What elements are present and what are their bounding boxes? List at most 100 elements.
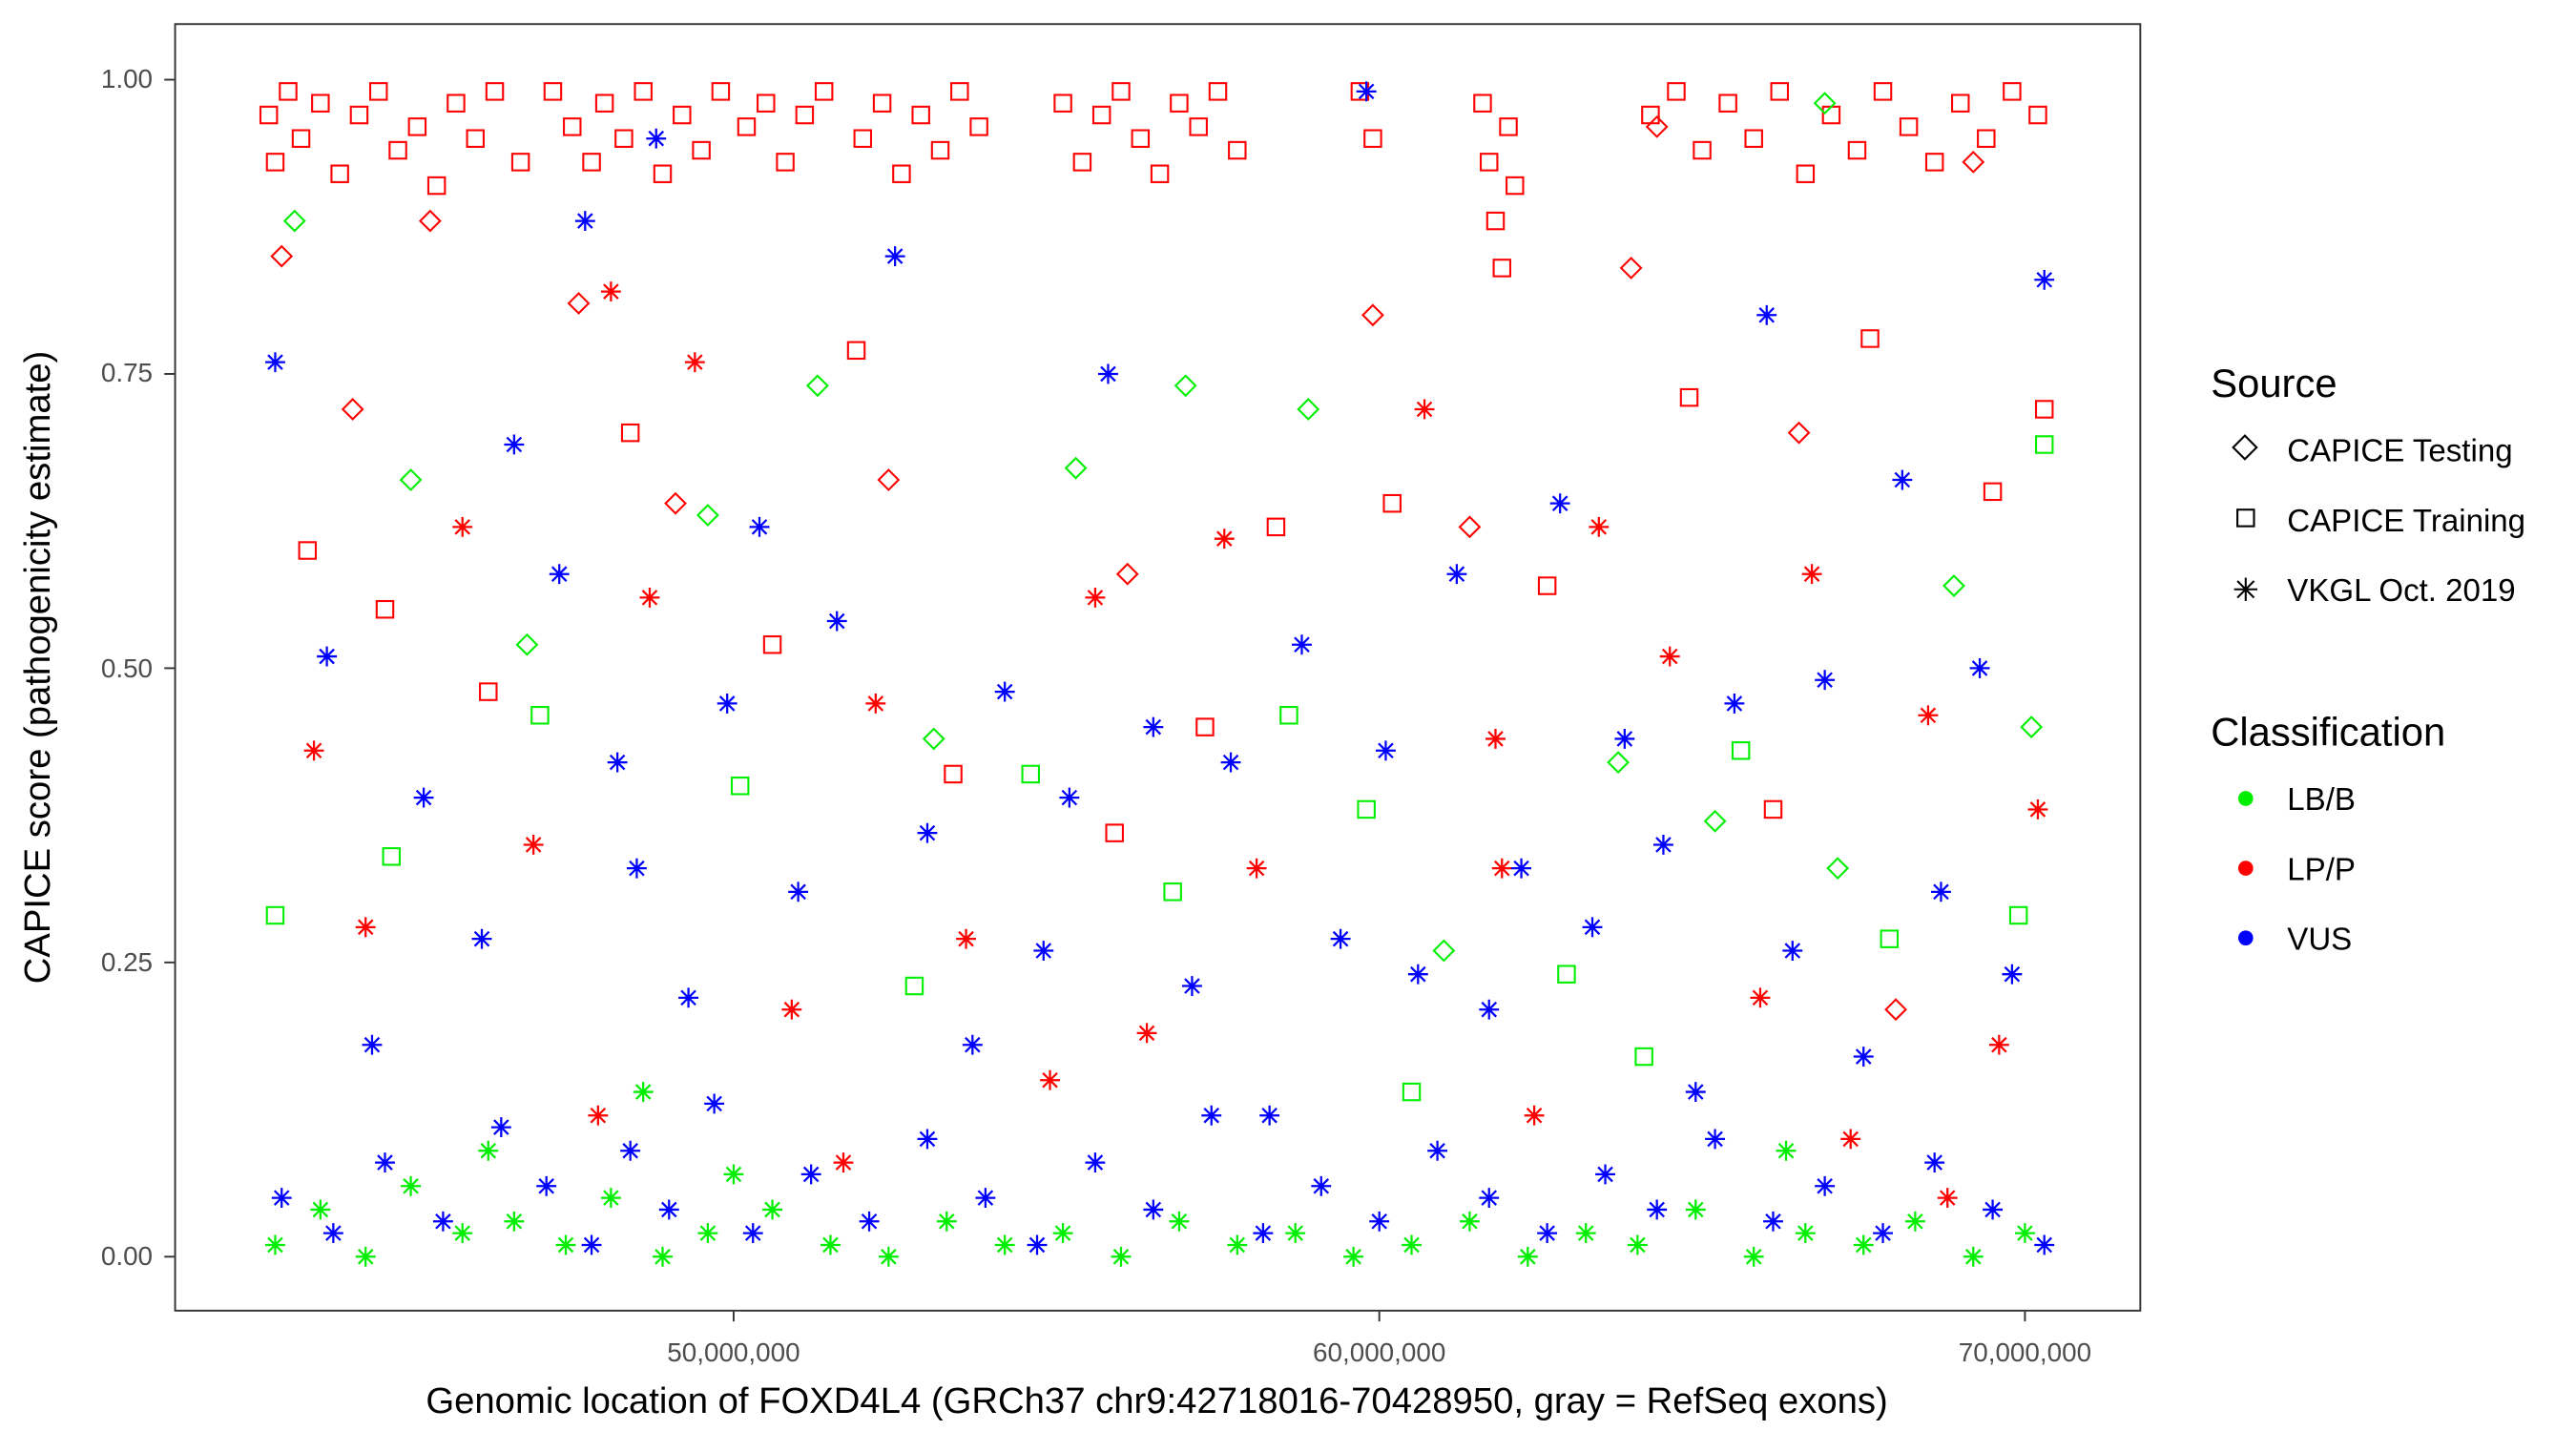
data-point-asterisk xyxy=(826,611,847,632)
data-point-square xyxy=(1021,764,1040,784)
data-point-asterisk xyxy=(581,1234,602,1255)
data-point-diamond xyxy=(1064,456,1088,480)
data-point-asterisk xyxy=(1918,705,1939,726)
data-point-asterisk xyxy=(1653,835,1673,855)
data-point-asterisk xyxy=(1937,1188,1958,1209)
data-point-diamond xyxy=(1962,150,1985,174)
data-point-asterisk xyxy=(1743,1246,1764,1267)
data-point-asterisk xyxy=(452,516,473,537)
data-point-square xyxy=(1634,1047,1653,1067)
data-point-asterisk xyxy=(1414,399,1435,420)
data-point-square xyxy=(543,82,563,101)
data-point-asterisk xyxy=(317,646,338,667)
data-point-asterisk xyxy=(1892,469,1913,490)
data-point-square xyxy=(1363,129,1382,148)
data-point-asterisk xyxy=(865,693,886,714)
legend-source: Source CAPICE Testing CAPICE Training VK… xyxy=(2211,361,2525,609)
data-point-square xyxy=(466,129,485,148)
data-point-asterisk xyxy=(884,246,905,267)
data-point-asterisk xyxy=(1963,1246,1984,1267)
data-point-asterisk xyxy=(355,1246,376,1267)
data-point-square xyxy=(1679,387,1699,407)
data-point-square xyxy=(911,105,930,125)
legend-title-classification: Classification xyxy=(2211,709,2445,754)
data-point-square xyxy=(795,105,815,125)
data-point-square xyxy=(1492,259,1512,278)
data-point-asterisk xyxy=(413,787,434,808)
data-point-asterisk xyxy=(1253,1223,1274,1244)
data-point-square xyxy=(2034,435,2054,454)
data-point-asterisk xyxy=(504,434,525,455)
data-point-asterisk xyxy=(1763,1211,1783,1232)
data-point-square xyxy=(349,105,369,125)
data-point-square xyxy=(620,423,640,443)
data-point-square xyxy=(776,153,795,172)
data-point-square xyxy=(1796,164,1816,183)
data-point-asterisk xyxy=(1292,634,1312,655)
data-point-asterisk xyxy=(1491,858,1512,879)
y-tick-label: 1.00 xyxy=(101,64,153,93)
data-point-asterisk xyxy=(994,1234,1015,1255)
data-point-asterisk xyxy=(322,1223,343,1244)
data-point-square xyxy=(2003,82,2022,101)
data-point-asterisk xyxy=(704,1093,725,1114)
data-point-square xyxy=(2028,105,2047,125)
data-point-asterisk xyxy=(646,128,667,149)
data-point-diamond xyxy=(1942,574,1965,597)
data-point-asterisk xyxy=(1614,728,1635,749)
data-point-asterisk xyxy=(600,1188,621,1209)
data-point-asterisk xyxy=(2034,1234,2055,1255)
data-point-asterisk xyxy=(536,1175,557,1196)
data-point-asterisk xyxy=(684,352,705,373)
data-point-asterisk xyxy=(1214,529,1235,550)
data-point-square xyxy=(1951,93,1970,113)
data-point-asterisk xyxy=(1446,564,1467,585)
y-tick-label: 0.75 xyxy=(101,358,153,387)
data-point-diamond xyxy=(567,292,591,315)
data-point-diamond xyxy=(1826,857,1850,881)
data-point-square xyxy=(1150,164,1170,183)
data-point-asterisk xyxy=(678,987,699,1008)
data-point-asterisk xyxy=(1143,716,1164,737)
data-point-asterisk xyxy=(1085,587,1106,608)
data-point-asterisk xyxy=(1311,1175,1332,1196)
data-point-asterisk xyxy=(607,752,628,773)
data-point-asterisk xyxy=(504,1211,525,1232)
data-point-square xyxy=(1072,153,1092,172)
data-point-diamond xyxy=(399,468,423,491)
data-point-diamond xyxy=(1703,809,1727,833)
data-point-asterisk xyxy=(490,1117,511,1138)
data-point-square xyxy=(563,117,582,136)
data-point-square xyxy=(711,82,731,101)
data-point-asterisk xyxy=(994,681,1015,702)
data-point-square xyxy=(1279,706,1298,725)
data-point-square xyxy=(447,93,466,113)
data-point-asterisk xyxy=(303,740,324,761)
data-point-asterisk xyxy=(1537,1223,1558,1244)
data-point-square xyxy=(2008,905,2028,925)
square-icon xyxy=(2236,508,2255,528)
data-point-square xyxy=(1266,517,1286,537)
data-point-square xyxy=(510,153,530,172)
data-point-asterisk xyxy=(1575,1223,1596,1244)
data-point-square xyxy=(872,93,892,113)
data-point-square xyxy=(1924,153,1944,172)
data-point-square xyxy=(1105,823,1124,842)
y-tick-label: 0.25 xyxy=(101,947,153,977)
data-point-square xyxy=(737,117,757,136)
x-tick-label: 70,000,000 xyxy=(1959,1338,2091,1367)
data-point-asterisk xyxy=(633,1082,654,1102)
data-point-asterisk xyxy=(1776,1140,1797,1161)
data-point-square xyxy=(1744,129,1763,148)
data-point-diamond xyxy=(2020,716,2044,739)
data-point-asterisk xyxy=(265,352,285,373)
data-point-diamond xyxy=(418,209,442,233)
data-point-asterisk xyxy=(1517,1246,1538,1267)
data-point-square xyxy=(1473,93,1492,113)
data-point-square xyxy=(846,341,866,361)
data-point-square xyxy=(530,706,550,725)
data-point-diamond xyxy=(1645,114,1669,138)
data-point-square xyxy=(1731,741,1751,760)
data-point-square xyxy=(1382,493,1402,513)
data-point-asterisk xyxy=(1201,1105,1222,1126)
